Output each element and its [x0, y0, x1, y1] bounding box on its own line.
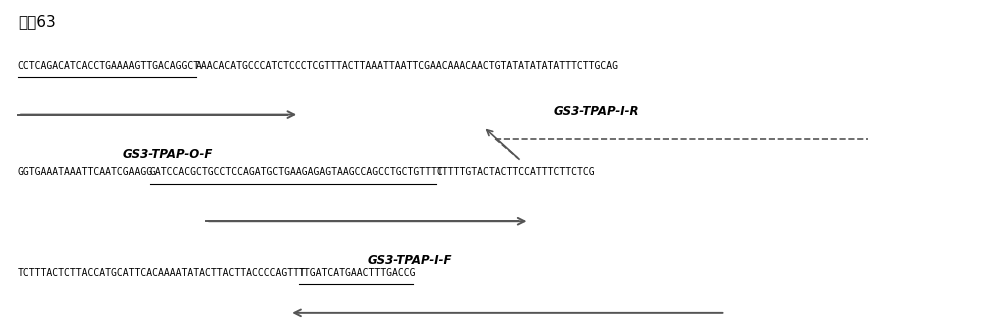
Text: TTTTTGTACTACTTCCATTTCTTCTCG: TTTTTGTACTACTTCCATTTCTTCTCG [436, 167, 595, 177]
Text: 明恢63: 明恢63 [18, 14, 56, 29]
Text: GS3-TPAP-I-F: GS3-TPAP-I-F [368, 254, 452, 267]
Text: AAACACATGCCCATCTCCCTCGTTTACTTAAATTAATTCGAACAAACAACTGTATATATATATTTCTTGCAG: AAACACATGCCCATCTCCCTCGTTTACTTAAATTAATTCG… [196, 60, 619, 70]
Text: GS3-TPAP-I-R: GS3-TPAP-I-R [554, 105, 639, 118]
Text: GS3-TPAP-O-F: GS3-TPAP-O-F [123, 148, 213, 161]
Text: CCTCAGACATCACCTGAAAAGTTGACAGGCT: CCTCAGACATCACCTGAAAAGTTGACAGGCT [18, 60, 200, 70]
Text: TTGATCATGAACTTTGACCG: TTGATCATGAACTTTGACCG [299, 268, 416, 278]
Text: GGTGAAATAAATTCAATCGAAGG: GGTGAAATAAATTCAATCGAAGG [18, 167, 153, 177]
Text: GATCCACGCTGCCTCCAGATGCTGAAGAGAGTAAGCCAGCCTGCTGTTTC: GATCCACGCTGCCTCCAGATGCTGAAGAGAGTAAGCCAGC… [150, 167, 443, 177]
Text: TCTTTACTCTTACCATGCATTCACAAAATATACTTACTTACCCCAGTTT: TCTTTACTCTTACCATGCATTCACAAAATATACTTACTTA… [18, 268, 306, 278]
